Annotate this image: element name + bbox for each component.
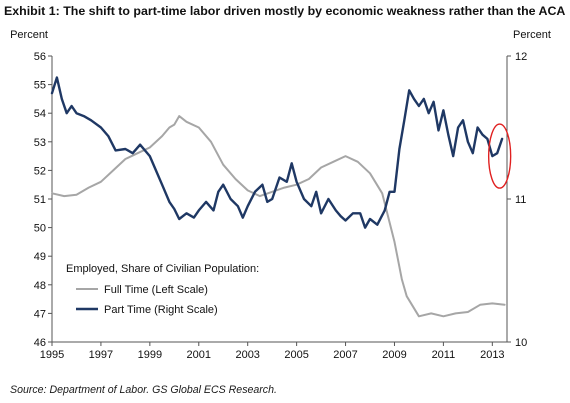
- legend-label: Full Time (Left Scale): [104, 284, 208, 296]
- chart-axes: Percent Percent 46 47 48 49 50 51 52 53 54 55 56 10 11…: [10, 29, 551, 361]
- right-axis-label: Percent: [513, 29, 551, 41]
- left-tick-label: 46: [34, 337, 46, 349]
- left-tick-label: 53: [34, 137, 46, 149]
- x-tick-label: 1999: [138, 349, 162, 361]
- x-tick-label: 2009: [382, 349, 406, 361]
- plot-area: [50, 76, 512, 318]
- x-tick-label: 2003: [235, 349, 259, 361]
- right-tick-label: 11: [515, 194, 526, 206]
- source-note: Source: Department of Labor. GS Global E…: [10, 384, 277, 396]
- left-tick-label: 48: [34, 280, 46, 292]
- part-time-series-line: [50, 76, 504, 229]
- full-time-series-line: [51, 115, 506, 318]
- left-tick-label: 55: [34, 80, 46, 92]
- x-tick-label: 2011: [432, 349, 456, 361]
- highlight-ellipse: [487, 123, 512, 189]
- x-tick-label: 2007: [333, 349, 357, 361]
- right-tick-label: 10: [515, 337, 527, 349]
- x-tick-label: 2005: [284, 349, 308, 361]
- left-tick-label: 50: [34, 223, 46, 235]
- left-tick-label: 54: [34, 108, 46, 120]
- left-axis-label: Percent: [10, 29, 48, 41]
- left-tick-label: 49: [34, 251, 46, 263]
- left-tick-label: 47: [34, 308, 46, 320]
- left-tick-label: 56: [34, 51, 46, 63]
- x-tick-label: 2013: [480, 349, 504, 361]
- right-tick-label: 12: [515, 51, 527, 63]
- left-tick-label: 52: [34, 165, 46, 177]
- legend: Employed, Share of Civilian Population: F…: [66, 263, 259, 316]
- page-title: Exhibit 1: The shift to part-time labor …: [4, 4, 566, 18]
- x-tick-label: 2001: [187, 349, 211, 361]
- legend-label: Part Time (Right Scale): [104, 304, 218, 316]
- x-tick-label: 1995: [40, 349, 64, 361]
- legend-title: Employed, Share of Civilian Population:: [66, 263, 259, 275]
- x-tick-label: 1997: [89, 349, 113, 361]
- left-tick-label: 51: [34, 194, 46, 206]
